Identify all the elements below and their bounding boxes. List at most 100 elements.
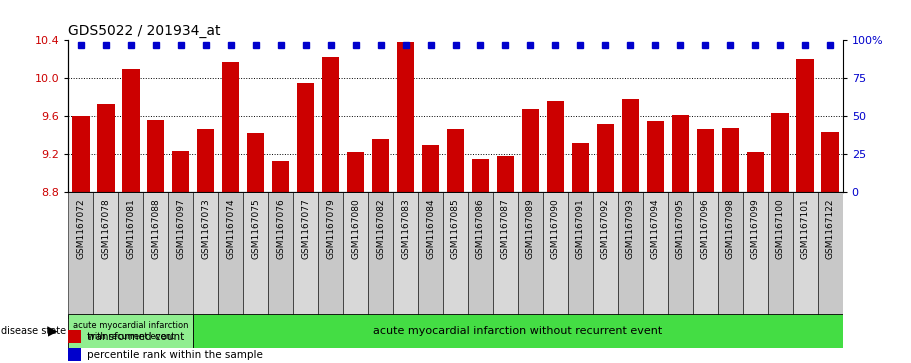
Bar [793,192,818,319]
Text: GSM1167075: GSM1167075 [251,199,261,260]
Text: GSM1167083: GSM1167083 [401,199,410,260]
Text: transformed count: transformed count [87,332,185,342]
Bar [68,330,81,343]
Bar [143,192,169,319]
Text: GSM1167096: GSM1167096 [701,199,710,260]
Bar [643,192,668,319]
Bar [597,124,614,192]
Bar [243,192,268,319]
Text: GSM1167080: GSM1167080 [351,199,360,260]
Bar [268,192,293,319]
Bar [796,59,814,192]
Bar [68,314,193,348]
Bar [468,192,493,319]
Text: GSM1167095: GSM1167095 [676,199,685,260]
Bar [547,101,564,192]
Bar [493,192,518,319]
Text: GSM1167081: GSM1167081 [127,199,135,260]
Bar [818,192,843,319]
Bar [193,314,843,348]
Bar [318,192,343,319]
Text: GSM1167100: GSM1167100 [776,199,784,260]
Bar [222,62,240,192]
Text: GSM1167079: GSM1167079 [326,199,335,260]
Bar [443,192,468,319]
Bar [697,129,714,192]
Text: percentile rank within the sample: percentile rank within the sample [87,350,263,360]
Text: GSM1167078: GSM1167078 [101,199,110,260]
Bar [422,145,439,192]
Bar [446,129,465,192]
Bar [593,192,618,319]
Bar [668,192,692,319]
Text: GSM1167093: GSM1167093 [626,199,635,260]
Bar [122,69,139,192]
Text: GSM1167101: GSM1167101 [801,199,810,260]
Text: GSM1167094: GSM1167094 [650,199,660,260]
Bar [393,192,418,319]
Bar [118,192,143,319]
Bar [768,192,793,319]
Text: GDS5022 / 201934_at: GDS5022 / 201934_at [68,24,220,37]
Bar [271,161,290,192]
Bar [97,104,115,192]
Bar [496,156,514,192]
Bar [647,121,664,192]
Text: GSM1167089: GSM1167089 [526,199,535,260]
Bar [568,192,593,319]
Bar [618,192,643,319]
Text: GSM1167084: GSM1167084 [426,199,435,260]
Bar [772,113,789,192]
Text: GSM1167087: GSM1167087 [501,199,510,260]
Bar [671,115,689,192]
Bar [822,132,839,192]
Text: ▶: ▶ [48,325,57,338]
Bar [692,192,718,319]
Bar [197,129,214,192]
Bar [68,192,93,319]
Bar [169,192,193,319]
Text: disease state: disease state [1,326,66,336]
Bar [543,192,568,319]
Bar [193,192,219,319]
Bar [72,116,89,192]
Bar [746,152,764,192]
Bar [343,192,368,319]
Text: GSM1167074: GSM1167074 [226,199,235,260]
Bar [219,192,243,319]
Bar [368,192,393,319]
Bar [718,192,742,319]
Bar [372,139,389,192]
Text: GSM1167097: GSM1167097 [176,199,185,260]
Text: GSM1167098: GSM1167098 [726,199,735,260]
Text: GSM1167090: GSM1167090 [551,199,560,260]
Bar [522,109,539,192]
Text: GSM1167085: GSM1167085 [451,199,460,260]
Bar [518,192,543,319]
Bar [322,57,339,192]
Text: acute myocardial infarction
with recurrent event: acute myocardial infarction with recurre… [73,321,189,341]
Bar [172,151,189,192]
Text: GSM1167072: GSM1167072 [77,199,86,260]
Bar [347,152,364,192]
Text: GSM1167092: GSM1167092 [601,199,609,260]
Bar [397,42,415,192]
Text: GSM1167076: GSM1167076 [276,199,285,260]
Bar [68,348,81,361]
Text: GSM1167122: GSM1167122 [825,199,834,259]
Bar [472,159,489,192]
Text: acute myocardial infarction without recurrent event: acute myocardial infarction without recu… [374,326,662,336]
Text: GSM1167088: GSM1167088 [151,199,160,260]
Bar [418,192,443,319]
Bar [722,128,739,192]
Text: GSM1167091: GSM1167091 [576,199,585,260]
Bar [742,192,768,319]
Bar [572,143,589,192]
Text: GSM1167099: GSM1167099 [751,199,760,260]
Bar [621,99,640,192]
Bar [293,192,318,319]
Text: GSM1167073: GSM1167073 [201,199,210,260]
Text: GSM1167086: GSM1167086 [476,199,485,260]
Bar [297,83,314,192]
Bar [247,133,264,192]
